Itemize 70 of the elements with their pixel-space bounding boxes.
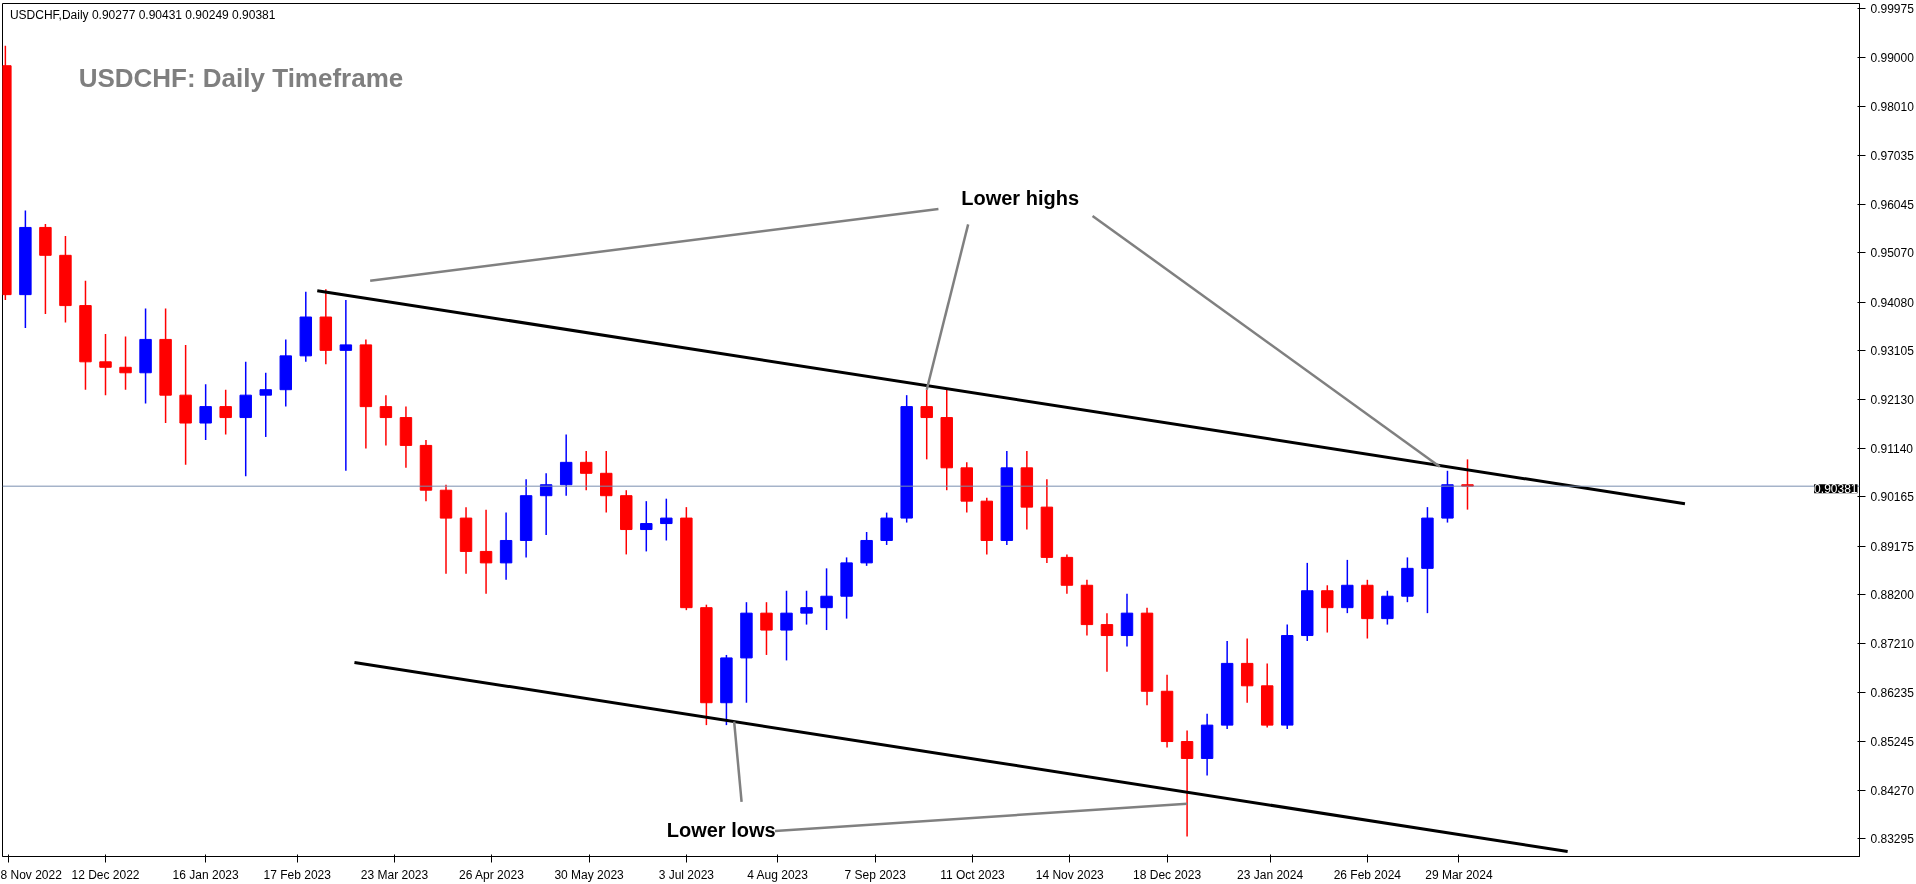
candlestick (1341, 559, 1354, 614)
candlestick (880, 511, 893, 546)
candlestick (1100, 612, 1114, 673)
candlestick (219, 388, 232, 436)
y-tick-label: 0.95070 (1870, 246, 1915, 261)
y-tick-label: 0.99000 (1870, 50, 1915, 65)
candlestick (119, 335, 132, 391)
candlestick (1381, 590, 1394, 626)
candlestick (600, 450, 613, 514)
y-tick-label: 0.97035 (1870, 148, 1915, 163)
text: USDCHF: Daily Timeframe (78, 62, 404, 93)
candlestick (1321, 584, 1334, 634)
y-tick-label: 0.96045 (1870, 197, 1915, 212)
candlestick (660, 497, 673, 542)
y-tick-label: 0.93105 (1870, 344, 1915, 359)
candlestick (339, 299, 353, 472)
y-tick-label: 0.83295 (1870, 832, 1915, 847)
candlestick (579, 450, 593, 491)
x-tick-label: 11 Oct 2023 (940, 867, 1006, 882)
x-tick-label: 12 Dec 2022 (71, 867, 140, 882)
y-tick-label: 0.86235 (1870, 686, 1915, 701)
y-tick-label: 0.92130 (1870, 392, 1915, 407)
candlestick (1180, 729, 1194, 838)
x-tick-label: 26 Feb 2024 (1333, 867, 1402, 882)
x-tick-label: 8 Nov 2022 (0, 867, 63, 882)
x-tick-label: 17 Feb 2023 (263, 867, 332, 882)
x-tick-label: 26 Apr 2023 (459, 867, 525, 882)
y-tick-label: 0.87210 (1870, 637, 1915, 652)
x-tick-label: 14 Nov 2023 (1035, 867, 1105, 882)
chart-subtitle: USDCHF,Daily 0.90277 0.90431 0.90249 0.90381 (9, 7, 276, 22)
candlestick (800, 590, 813, 626)
x-tick-label: 23 Mar 2023 (360, 867, 429, 882)
x-tick-label: 23 Jan 2024 (1237, 867, 1304, 882)
annotation: Lower lows (666, 819, 776, 842)
x-tick-label: 18 Dec 2023 (1133, 867, 1202, 882)
y-tick-label: 0.90165 (1870, 490, 1915, 505)
candlestick (539, 472, 553, 536)
y-tick-label: 0.98010 (1870, 100, 1915, 115)
candlestick (479, 508, 493, 595)
candlestick (499, 511, 513, 581)
x-tick-label: 30 May 2023 (554, 867, 625, 882)
candlestick (1120, 592, 1134, 648)
annotation: Lower highs (961, 186, 1080, 209)
x-tick-label: 29 Mar 2024 (1425, 867, 1493, 882)
candlestick (259, 372, 272, 438)
candlestick (1461, 458, 1474, 511)
candlestick (780, 590, 793, 662)
candlestick (820, 567, 833, 631)
candlestick (239, 361, 252, 478)
candlestick (1240, 637, 1254, 704)
candlestick (199, 383, 212, 441)
y-tick-label: 0.85245 (1870, 735, 1915, 750)
y-tick-label: 0.94080 (1870, 295, 1915, 310)
x-tick-label: 16 Jan 2023 (172, 867, 240, 882)
candlestick (559, 433, 573, 497)
y-tick-label: 0.89175 (1870, 539, 1915, 554)
candlestick (99, 333, 112, 396)
candlestick (640, 500, 653, 553)
candlestick (379, 394, 393, 447)
ref-line-label: 0.90381 (1814, 482, 1858, 497)
candlestick (760, 601, 773, 656)
y-tick-label: 0.84270 (1870, 783, 1915, 798)
x-tick-label: 4 Aug 2023 (747, 867, 809, 882)
y-tick-label: 0.99975 (1870, 2, 1915, 17)
y-tick-label: 0.88200 (1870, 588, 1915, 603)
x-tick-label: 3 Jul 2023 (658, 867, 715, 882)
candlestick (860, 531, 873, 567)
y-tick-label: 0.91140 (1870, 441, 1914, 456)
x-tick-label: 7 Sep 2023 (844, 867, 907, 882)
candlestick (920, 388, 933, 461)
